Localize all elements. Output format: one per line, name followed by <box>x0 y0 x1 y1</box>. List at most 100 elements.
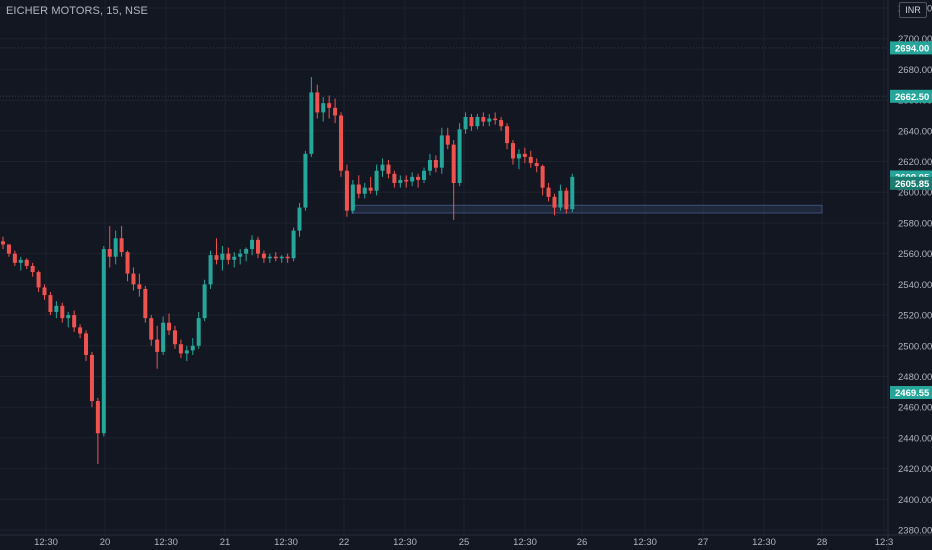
candle <box>433 155 438 173</box>
x-tick-label: 28 <box>817 537 828 548</box>
candle <box>161 316 166 355</box>
candle <box>261 250 266 263</box>
candle-body <box>540 166 545 188</box>
candle-body <box>439 135 444 168</box>
candle-body <box>60 305 65 319</box>
candle <box>6 244 11 257</box>
candle <box>190 338 195 355</box>
candle-body <box>433 159 438 168</box>
candle <box>534 158 539 173</box>
candle-body <box>297 207 302 231</box>
candle-body <box>167 322 172 331</box>
price-label-box <box>890 41 932 55</box>
candle-body <box>505 126 510 144</box>
candle-body <box>226 253 231 260</box>
y-tick-label: 2680.00 <box>898 65 932 76</box>
candle <box>24 258 29 269</box>
candle <box>463 112 468 134</box>
candle <box>416 173 421 188</box>
candle-body <box>410 176 415 182</box>
candle <box>404 175 409 188</box>
candle-body <box>196 318 201 346</box>
candle <box>172 325 177 349</box>
candle <box>386 159 391 179</box>
candle <box>84 330 89 362</box>
y-tick-label: 2580.00 <box>898 218 932 229</box>
candle <box>149 315 154 346</box>
candle <box>528 150 533 168</box>
candle <box>184 345 189 362</box>
candle <box>297 202 302 237</box>
candle-body <box>516 153 521 159</box>
candle-body <box>528 156 533 164</box>
x-tick-label: 12:30 <box>34 537 58 548</box>
candle-body <box>356 184 361 194</box>
support-zone[interactable] <box>351 204 823 214</box>
candle <box>469 113 474 131</box>
candle <box>392 170 397 188</box>
price-label-box <box>890 386 932 400</box>
candle <box>72 310 77 332</box>
candle <box>552 193 557 216</box>
candle-body <box>481 117 486 122</box>
candle-body <box>172 330 177 345</box>
candle-body <box>380 164 385 171</box>
candle-body <box>232 256 237 260</box>
candle <box>250 235 255 256</box>
candle-body <box>95 401 100 434</box>
candle <box>60 302 65 323</box>
candle <box>558 184 563 211</box>
candle <box>350 179 355 214</box>
candle <box>570 173 575 213</box>
candle <box>155 325 160 369</box>
support-zone-layer <box>351 204 823 214</box>
candle-body <box>499 120 504 127</box>
candle-body <box>155 339 160 352</box>
candle-body <box>36 272 41 288</box>
candle-body <box>422 170 427 180</box>
y-tick-label: 2500.00 <box>898 341 932 352</box>
currency-button[interactable]: INR <box>899 2 927 18</box>
candle <box>220 245 225 271</box>
candle <box>427 153 432 176</box>
candle <box>113 230 118 265</box>
candle-body <box>333 107 338 116</box>
x-tick-label: 22 <box>339 537 350 548</box>
price-label: 2469.55 <box>895 388 930 399</box>
y-tick-label: 2420.00 <box>898 464 932 475</box>
candle <box>374 164 379 196</box>
y-tick-label: 2600.00 <box>898 188 932 199</box>
candle <box>89 351 94 408</box>
candle <box>410 172 415 187</box>
candle-body <box>522 153 527 157</box>
candle-body <box>427 159 432 171</box>
candle <box>368 176 373 194</box>
candle-body <box>570 176 575 210</box>
candle-body <box>220 253 225 260</box>
candle <box>457 123 462 187</box>
candle-body <box>101 249 106 434</box>
candle <box>481 112 486 127</box>
candle <box>54 301 59 319</box>
candle-body <box>161 322 166 352</box>
candle <box>487 113 492 127</box>
candle-body <box>149 318 154 340</box>
candle <box>344 164 349 217</box>
candle <box>516 149 521 170</box>
candle-body <box>250 239 255 250</box>
candle-body <box>6 244 11 254</box>
price-label: 2605.85 <box>895 179 930 190</box>
candle <box>510 140 515 165</box>
candle-body <box>190 345 195 351</box>
candle-body <box>178 344 183 354</box>
candle <box>493 112 498 125</box>
y-tick-label: 2700.00 <box>898 34 932 45</box>
candle <box>131 267 136 291</box>
y-tick-label: 2400.00 <box>898 495 932 506</box>
candle-body <box>546 187 551 197</box>
price-label: 2694.00 <box>895 43 929 54</box>
symbol-title[interactable]: EICHER MOTORS, 15, NSE <box>6 5 148 17</box>
candle <box>333 98 338 124</box>
